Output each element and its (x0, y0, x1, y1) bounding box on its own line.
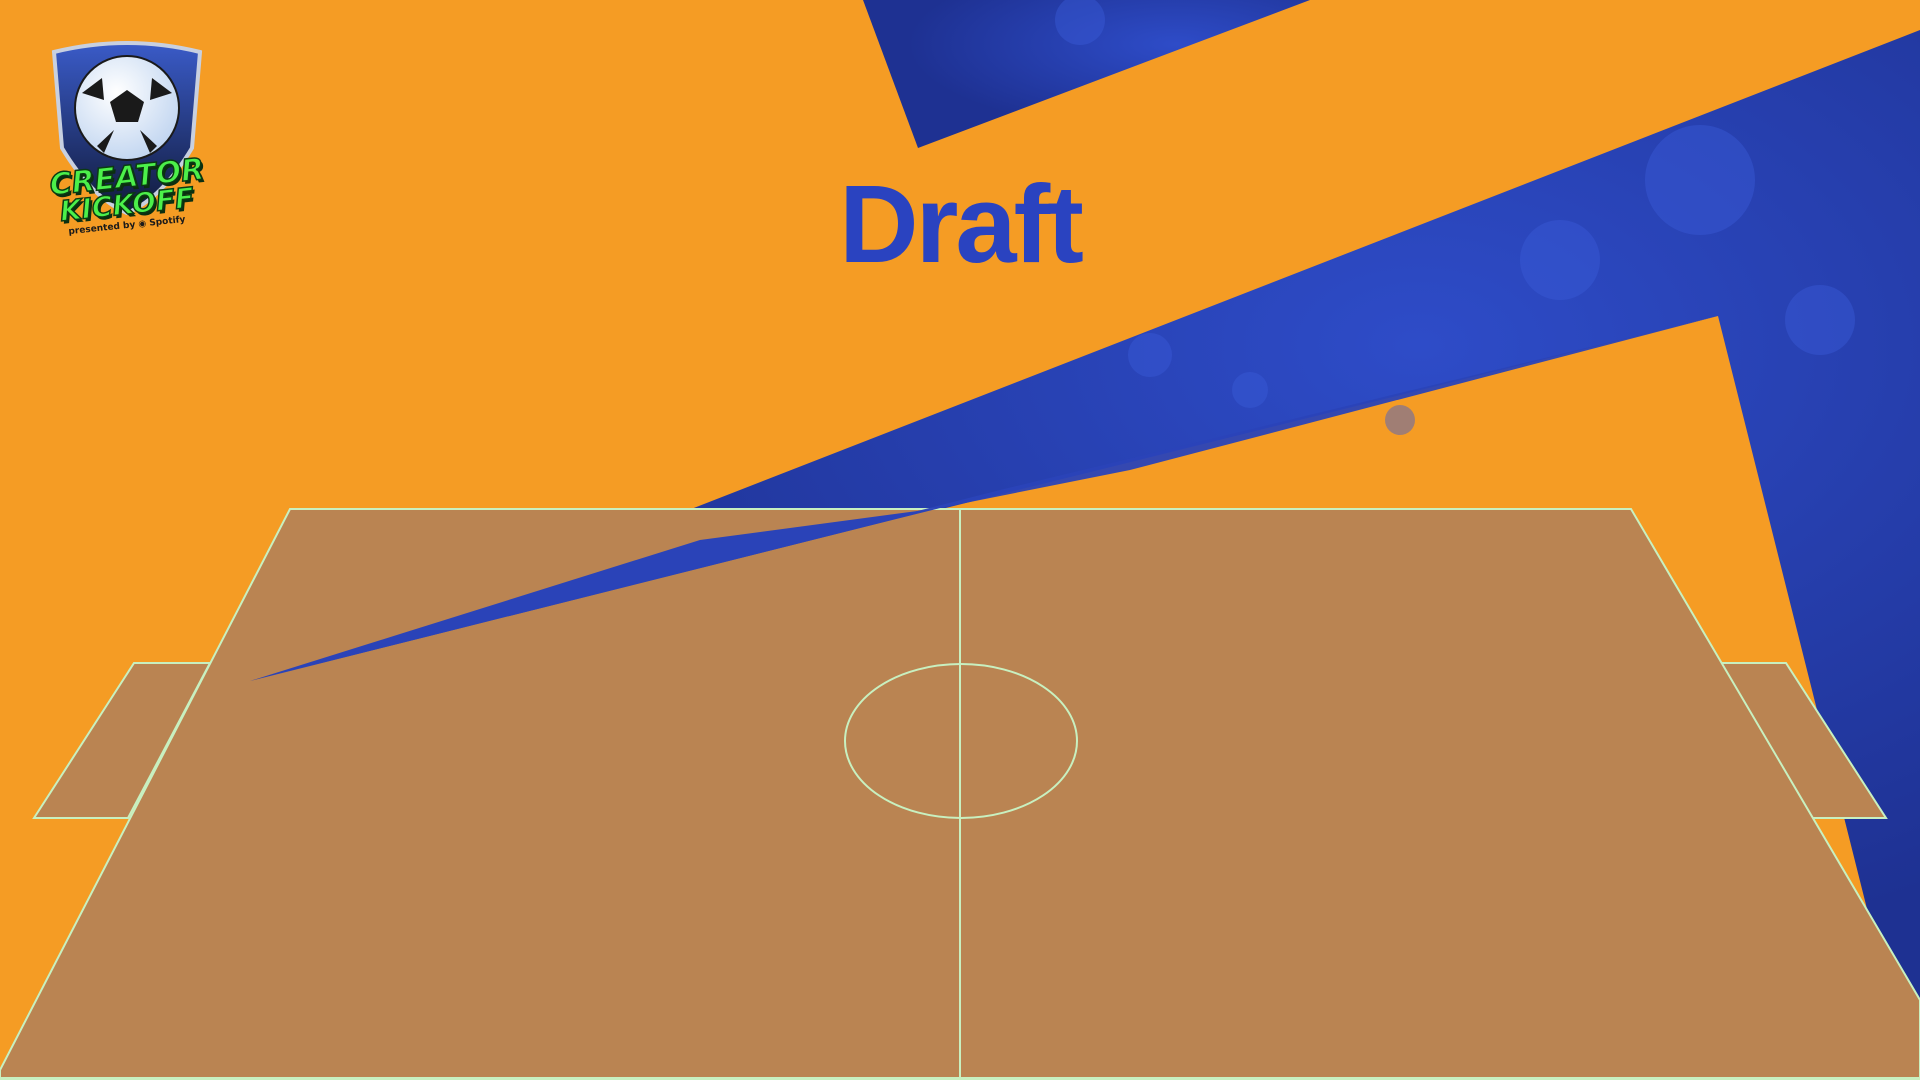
creator-kickoff-logo: CREATOR KICKOFF presented by ◉ Spotify (42, 38, 212, 243)
blue-shard-top (863, 0, 1310, 148)
blue-streak (250, 316, 1718, 681)
center-circle (844, 663, 1078, 819)
shield-ball-icon (51, 41, 203, 216)
left-goal-area (32, 662, 212, 819)
blue-shard-large (250, 30, 1920, 1080)
blue-streak-tail (250, 508, 940, 681)
blue-texture (1055, 0, 1855, 435)
pitch (0, 508, 1920, 1080)
page-title: Draft (839, 163, 1084, 286)
